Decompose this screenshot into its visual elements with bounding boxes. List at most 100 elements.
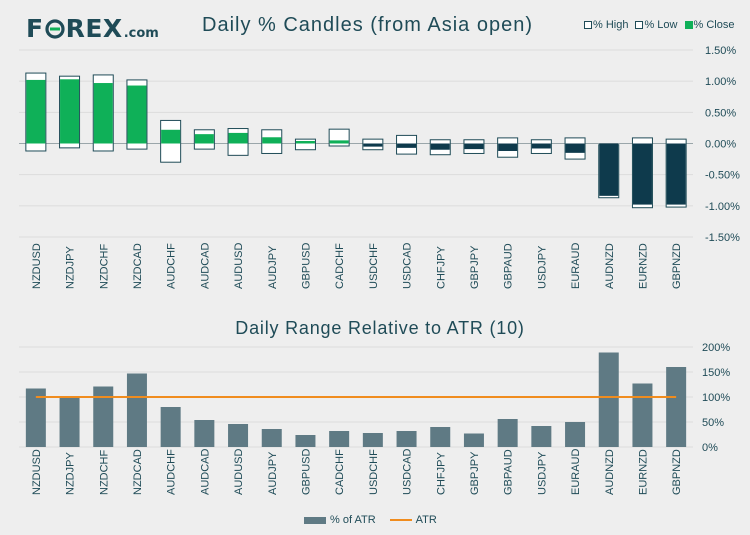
candles-x-label-usdcad: USDCAD xyxy=(402,242,414,289)
candle-close-usdcad xyxy=(397,143,417,148)
legend-high: % High xyxy=(584,19,628,31)
candle-close-eurnzd xyxy=(632,143,652,205)
atr-bar-cadchf xyxy=(329,431,350,447)
atr-bar-audcad xyxy=(194,420,215,447)
atr-bar-eurnzd xyxy=(632,383,653,447)
atr-x-label-gbpusd: GBPUSD xyxy=(300,448,312,495)
atr-x-label-euraud: EURAUD xyxy=(570,448,582,495)
atr-y-tick-label: 50% xyxy=(702,417,724,429)
candles-x-label-audcad: AUDCAD xyxy=(199,242,211,289)
atr-x-label-nzdchf: NZDCHF xyxy=(98,450,110,495)
atr-bar-nzdjpy xyxy=(59,397,80,447)
candle-close-gbpnzd xyxy=(666,143,686,205)
atr-x-label-gbpaud: GBPAUD xyxy=(503,449,515,495)
atr-bar-nzdusd xyxy=(25,388,46,447)
candle-close-usdjpy xyxy=(531,143,551,149)
legend-high-swatch xyxy=(584,21,592,29)
atr-y-tick-label: 200% xyxy=(702,342,730,354)
candle-close-gbpjpy xyxy=(464,143,484,150)
candles-y-tick-label: 0.00% xyxy=(705,139,736,151)
atr-x-label-cadchf: CADCHF xyxy=(334,449,346,495)
candles-y-tick-label: -1.00% xyxy=(705,201,740,213)
legend-low: % Low xyxy=(635,19,678,31)
atr-x-label-gbpnzd: GBPNZD xyxy=(671,449,683,495)
atr-x-label-usdjpy: USDJPY xyxy=(536,451,548,495)
atr-y-tick-label: 150% xyxy=(702,367,730,379)
atr-bar-gbpaud xyxy=(497,419,518,447)
legend-close: % Close xyxy=(684,19,734,31)
atr-x-label-gbpjpy: GBPJPY xyxy=(469,451,481,495)
candle-close-audjpy xyxy=(262,137,282,144)
candle-close-usdchf xyxy=(363,143,383,147)
candles-x-label-chfjpy: CHFJPY xyxy=(435,246,447,289)
atr-chart-title: Daily Range Relative to ATR (10) xyxy=(235,318,525,338)
candles-y-tick-label: -1.50% xyxy=(705,232,740,244)
atr-bar-audusd xyxy=(228,424,249,447)
candle-close-audnzd xyxy=(599,143,619,196)
candle-close-nzdusd xyxy=(26,79,46,144)
candles-x-label-gbpjpy: GBPJPY xyxy=(469,245,481,289)
atr-x-label-audchf: AUDCHF xyxy=(166,449,178,495)
candles-x-label-gbpaud: GBPAUD xyxy=(503,243,515,289)
atr-bar-audjpy xyxy=(261,429,282,447)
candles-y-tick-label: 0.50% xyxy=(705,107,736,119)
candles-x-label-nzdusd: NZDUSD xyxy=(31,243,43,289)
forex-logo: F REX.com xyxy=(26,14,159,43)
atr-bar-audnzd xyxy=(598,352,619,447)
candle-close-euraud xyxy=(565,143,585,153)
candles-x-label-audusd: AUDUSD xyxy=(233,242,245,289)
atr-x-label-audnzd: AUDNZD xyxy=(604,449,616,495)
atr-bar-usdcad xyxy=(396,431,417,447)
atr-x-label-chfjpy: CHFJPY xyxy=(435,452,447,495)
candle-close-gbpusd xyxy=(295,141,315,144)
atr-legend: % of ATR ATR xyxy=(304,514,437,526)
atr-bar-chfjpy xyxy=(430,427,451,447)
candles-x-label-gbpusd: GBPUSD xyxy=(300,242,312,289)
atr-bar-audchf xyxy=(160,407,181,447)
atr-bar-gbpjpy xyxy=(463,433,484,447)
atr-x-label-audusd: AUDUSD xyxy=(233,448,245,495)
atr-x-label-audcad: AUDCAD xyxy=(199,448,211,495)
atr-bar-usdjpy xyxy=(531,426,552,447)
atr-x-label-nzdjpy: NZDJPY xyxy=(65,452,77,495)
candles-y-tick-label: -0.50% xyxy=(705,170,740,182)
atr-bar-gbpnzd xyxy=(666,367,687,447)
candles-x-label-usdchf: USDCHF xyxy=(368,243,380,289)
logo-o-icon xyxy=(44,19,65,39)
candles-x-label-nzdchf: NZDCHF xyxy=(98,244,110,289)
candles-x-label-cadchf: CADCHF xyxy=(334,243,346,289)
candles-x-label-audjpy: AUDJPY xyxy=(267,245,279,289)
candles-y-tick-label: 1.50% xyxy=(705,45,736,57)
atr-x-label-nzdcad: NZDCAD xyxy=(132,449,144,495)
atr-x-label-usdchf: USDCHF xyxy=(368,449,380,495)
candle-range-gbpusd xyxy=(294,138,316,151)
legend-low-swatch xyxy=(635,21,644,29)
legend-line-swatch xyxy=(389,519,412,521)
legend-close-swatch xyxy=(684,21,693,29)
atr-x-label-audjpy: AUDJPY xyxy=(267,451,279,495)
candle-close-nzdjpy xyxy=(60,79,80,144)
atr-x-label-eurnzd: EURNZD xyxy=(637,449,649,495)
candles-x-label-eurnzd: EURNZD xyxy=(637,243,649,289)
candles-y-tick-label: 1.00% xyxy=(705,76,736,88)
atr-bar-euraud xyxy=(565,422,586,447)
candles-legend: % High % Low % Close xyxy=(584,19,734,31)
candles-chart-title: Daily % Candles (from Asia open) xyxy=(202,14,534,36)
candles-x-label-euraud: EURAUD xyxy=(570,242,582,289)
atr-bar-nzdcad xyxy=(126,373,147,447)
atr-bar-gbpusd xyxy=(295,435,316,447)
candles-x-label-audchf: AUDCHF xyxy=(166,243,178,289)
atr-bar-usdchf xyxy=(362,433,383,447)
atr-y-tick-label: 100% xyxy=(702,392,730,404)
candle-close-chfjpy xyxy=(430,143,450,150)
candle-close-cadchf xyxy=(329,140,349,144)
candle-close-audcad xyxy=(194,134,214,144)
candles-x-label-nzdjpy: NZDJPY xyxy=(65,246,77,289)
candle-close-audchf xyxy=(161,129,181,144)
candle-close-audusd xyxy=(228,132,248,144)
candle-close-gbpaud xyxy=(498,143,518,151)
candle-close-nzdchf xyxy=(93,83,113,144)
atr-bar-nzdchf xyxy=(93,386,114,447)
